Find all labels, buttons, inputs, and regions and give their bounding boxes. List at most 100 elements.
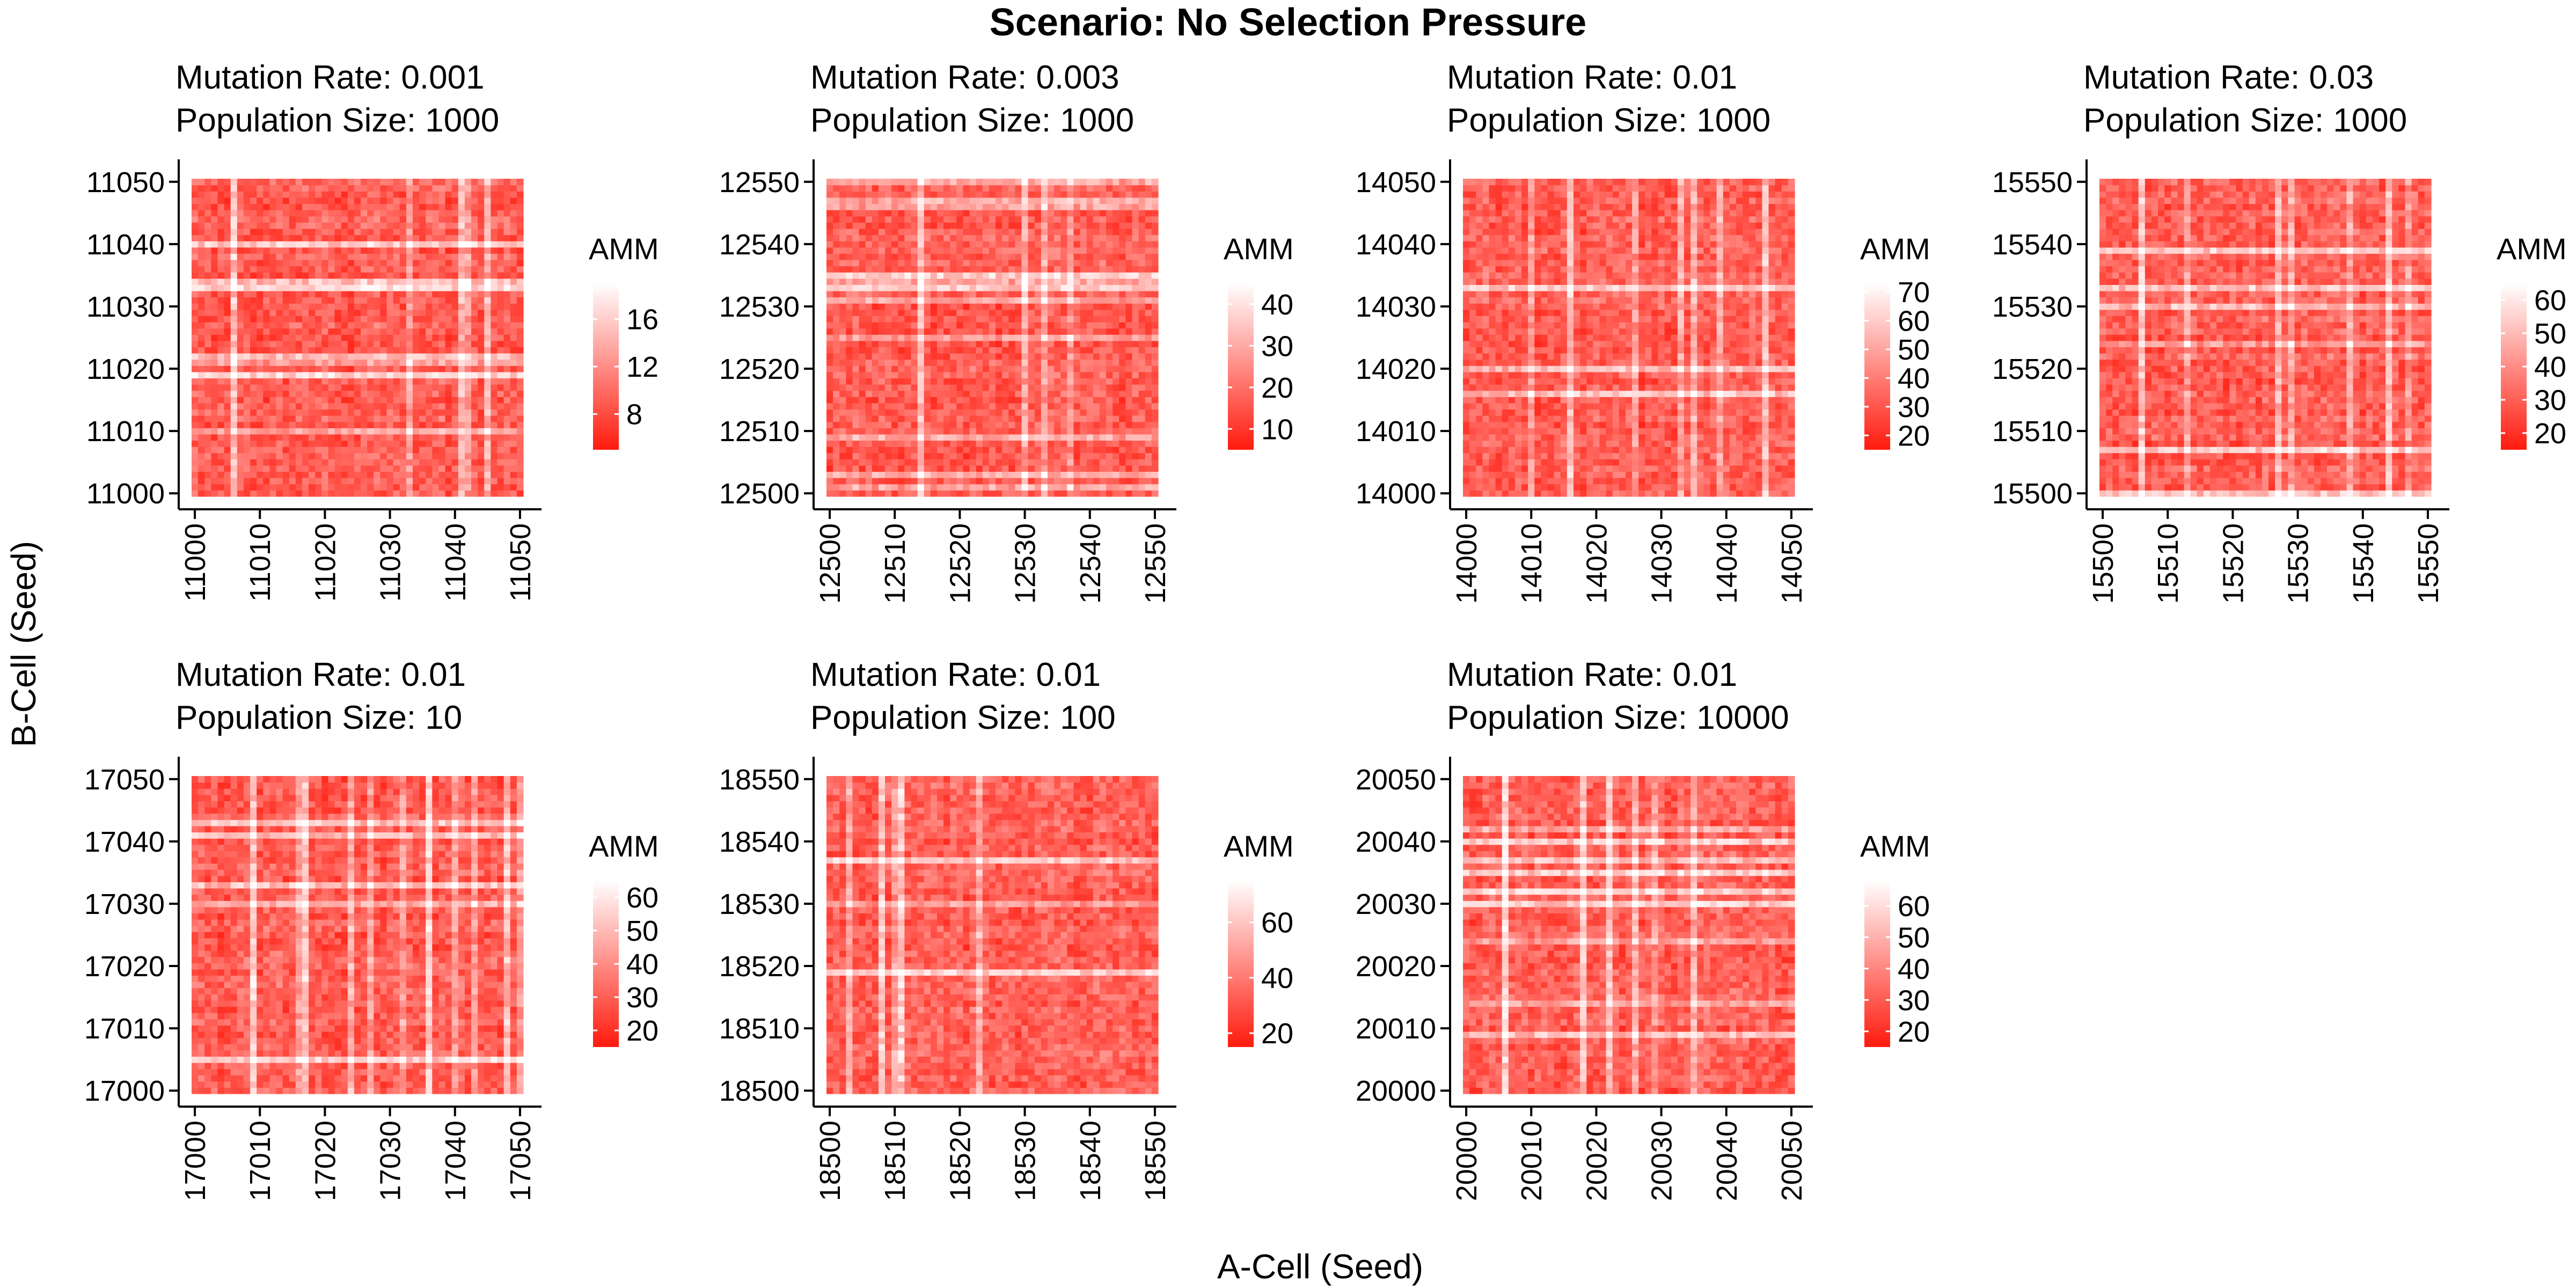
heatmap-cell: [976, 459, 983, 466]
heatmap-cell: [839, 340, 846, 348]
heatmap-cell: [282, 316, 290, 323]
heatmap-cell: [1106, 272, 1113, 279]
heatmap-cell: [263, 397, 270, 404]
heatmap-cell: [426, 197, 433, 204]
heatmap-cell: [976, 278, 983, 285]
heatmap-cell: [269, 359, 277, 366]
heatmap-cell: [386, 328, 394, 335]
heatmap-cell: [503, 478, 511, 485]
heatmap-cell: [192, 284, 199, 291]
heatmap-cell: [386, 447, 394, 453]
panel-title-population-size: Population Size: 1000: [810, 102, 1134, 139]
heatmap-cell: [852, 490, 860, 497]
heatmap-cell: [432, 447, 440, 453]
heatmap-cell: [276, 447, 283, 453]
heatmap-cell: [976, 316, 983, 323]
heatmap-cell: [1015, 465, 1022, 472]
heatmap-cell: [282, 191, 290, 198]
heatmap-cell: [386, 266, 394, 273]
heatmap-cell: [302, 409, 309, 416]
heatmap-cell: [295, 309, 303, 316]
heatmap-cell: [491, 197, 498, 204]
heatmap-cell: [328, 284, 335, 291]
heatmap-cell: [257, 428, 264, 435]
heatmap-cell: [269, 397, 277, 404]
heatmap-cell: [937, 371, 944, 379]
heatmap-cell: [328, 222, 335, 229]
heatmap-cell: [321, 297, 329, 304]
heatmap-cell: [989, 303, 996, 310]
heatmap-cell: [1054, 253, 1061, 260]
heatmap-cell: [438, 235, 446, 241]
heatmap-cell: [497, 490, 504, 497]
heatmap-cell: [309, 452, 316, 459]
heatmap-cell: [924, 197, 931, 204]
heatmap-cell: [309, 228, 316, 236]
heatmap-cell: [1048, 272, 1055, 279]
heatmap-cell: [1021, 434, 1029, 441]
heatmap-cell: [1015, 210, 1022, 217]
heatmap-cell: [399, 297, 407, 304]
heatmap-cell: [393, 297, 400, 304]
heatmap-cell: [257, 397, 264, 404]
heatmap-cell: [347, 434, 355, 441]
heatmap-cell: [393, 365, 400, 372]
heatmap-cell: [198, 197, 205, 204]
heatmap-cell: [898, 459, 905, 466]
heatmap-cell: [852, 371, 860, 379]
heatmap-cell: [969, 328, 977, 335]
heatmap-cell: [263, 440, 270, 447]
heatmap-cell: [198, 428, 205, 435]
heatmap-cell: [911, 428, 918, 435]
heatmap-cell: [451, 465, 459, 472]
heatmap-cell: [341, 471, 348, 478]
heatmap-cell: [1086, 334, 1094, 341]
heatmap-cell: [334, 490, 342, 497]
heatmap-cell: [250, 191, 257, 198]
heatmap-cell: [341, 347, 348, 354]
heatmap-cell: [289, 241, 296, 248]
heatmap-cell: [516, 228, 524, 236]
heatmap-cell: [1028, 259, 1035, 267]
heatmap-cell: [399, 490, 407, 497]
heatmap-cell: [898, 490, 905, 497]
heatmap-cell: [257, 203, 264, 210]
heatmap-cell: [211, 334, 218, 341]
heatmap-cell: [432, 490, 440, 497]
heatmap-cell: [458, 272, 465, 279]
heatmap-cell: [282, 216, 290, 223]
heatmap-cell: [976, 428, 983, 435]
heatmap-cell: [419, 203, 426, 210]
heatmap-cell: [510, 421, 517, 428]
heatmap-cell: [257, 384, 264, 391]
heatmap-cell: [432, 222, 440, 229]
heatmap-cell: [1086, 484, 1094, 491]
heatmap-cell: [328, 266, 335, 273]
heatmap-cell: [230, 297, 238, 304]
legend-tick-label: 16: [626, 303, 658, 335]
heatmap-cell: [969, 452, 977, 459]
heatmap-cell: [982, 421, 990, 428]
heatmap-cell: [367, 290, 374, 298]
heatmap-cell: [1008, 471, 1016, 478]
heatmap-cell: [1073, 179, 1081, 186]
heatmap-cell: [302, 459, 309, 466]
heatmap-cell: [865, 347, 873, 354]
heatmap-cell: [937, 179, 944, 186]
heatmap-cell: [859, 185, 866, 192]
heatmap-cell: [1008, 321, 1016, 329]
heatmap-cell: [413, 415, 420, 422]
heatmap-cell: [1021, 440, 1029, 447]
heatmap-cell: [846, 471, 853, 478]
heatmap-cell: [1093, 290, 1100, 298]
heatmap-cell: [257, 235, 264, 241]
heatmap-cell: [950, 471, 957, 478]
heatmap-cell: [885, 290, 892, 298]
heatmap-cell: [328, 421, 335, 428]
heatmap-cell: [1067, 197, 1074, 204]
heatmap-cell: [321, 278, 329, 285]
heatmap-cell: [937, 484, 944, 491]
heatmap-cell: [445, 402, 452, 410]
heatmap-cell: [243, 179, 251, 186]
heatmap-cell: [1093, 278, 1100, 285]
